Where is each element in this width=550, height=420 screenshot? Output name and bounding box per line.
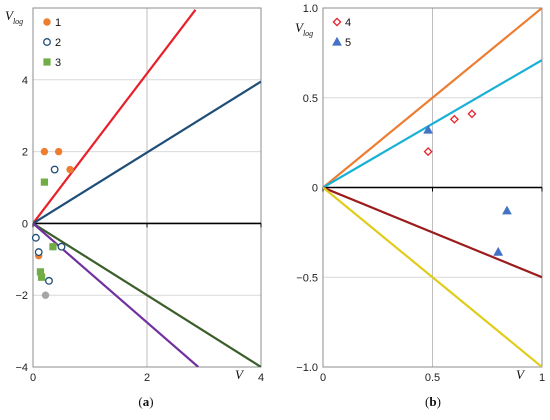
caption-open: ( [138,394,142,409]
point-series-3-1 [40,178,49,186]
point-series-extra-1 [41,291,50,299]
caption-close: ) [437,394,441,409]
y-axis-label-sub: log [303,29,313,38]
line-3 [33,222,261,367]
point-series-1-1 [40,147,49,156]
point-series-4-3 [467,109,477,119]
point-series-2-5 [45,276,53,285]
y-tick-label: 1.0 [303,3,318,15]
caption-close: ) [149,394,153,409]
x-tick-label: 1 [539,372,545,384]
legend-label-1: 1 [55,17,61,29]
point-series-4-1 [423,147,433,157]
reference-lines [323,8,542,367]
y-tick-label: 0.5 [303,93,318,105]
x-tick-label: 2 [144,372,150,384]
y-tick-label: 0 [312,183,318,195]
x-tick-label: 0.5 [425,372,440,384]
y-tick-label: −0.5 [296,272,318,284]
y-tick-label: 4 [22,75,28,87]
legend-marker-1 [43,18,51,26]
point-series-5-2 [493,246,504,256]
legend-marker-5 [332,36,342,46]
plot-frame [32,7,262,368]
point-series-2-3 [34,248,43,257]
y-tick-label: 0 [22,218,28,230]
x-axis-label: V [516,367,526,382]
y-axis-label-sub: log [13,17,23,26]
caption-letter: b [429,394,436,409]
caption-letter: a [143,394,150,409]
x-axis-label: V [235,367,245,382]
line-4 [323,186,542,367]
x-tick-label: 0 [30,372,36,384]
data-points [31,147,74,299]
x-tick-label: 4 [258,372,264,384]
legend-label-2: 2 [55,37,61,49]
line-2 [323,59,542,189]
legend-label-5: 5 [345,37,351,49]
line-3 [323,186,542,279]
legend-marker-2 [43,38,51,46]
line-2 [33,80,261,225]
point-series-2-2 [31,233,40,242]
panel-caption: (a) [138,394,153,409]
y-axis-label: Vlog [5,8,23,26]
y-tick-label: −1.0 [296,362,318,374]
legend-label-4: 4 [345,17,351,29]
point-series-1-3 [66,165,74,174]
point-series-2-1 [50,165,59,174]
point-series-3-2 [49,243,57,251]
y-tick-label: 2 [22,147,28,159]
point-series-2-4 [57,242,66,251]
legend-marker-4 [332,17,342,27]
x-tick-label: 0 [320,372,326,384]
y-axis-label-main: V [295,20,305,35]
point-series-3-4 [37,273,46,281]
legend-label-3: 3 [55,57,61,69]
y-tick-label: −2 [15,290,28,302]
point-series-5-3 [502,205,512,215]
y-axis-label: Vlog [295,20,313,38]
line-1 [33,9,197,225]
y-tick-label: −4 [15,362,28,374]
point-series-5-1 [423,124,433,134]
line-1 [323,8,542,189]
point-series-4-2 [449,114,459,124]
y-axis-label-main: V [5,8,15,23]
point-series-1-2 [54,147,63,156]
data-points [423,109,512,256]
panel-caption: (b) [425,394,441,409]
legend-marker-3 [43,58,51,66]
caption-open: ( [425,394,429,409]
